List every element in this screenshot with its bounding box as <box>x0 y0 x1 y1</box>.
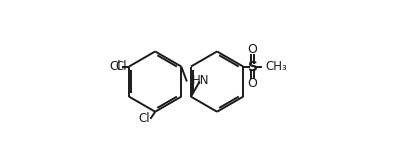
Text: Cl: Cl <box>116 60 128 72</box>
Text: S: S <box>248 60 258 73</box>
Text: Cl: Cl <box>110 60 121 73</box>
Text: O: O <box>248 77 257 90</box>
Text: HN: HN <box>192 73 209 87</box>
Text: CH₃: CH₃ <box>265 60 287 73</box>
Text: O: O <box>248 43 257 56</box>
Text: Cl: Cl <box>138 112 150 125</box>
